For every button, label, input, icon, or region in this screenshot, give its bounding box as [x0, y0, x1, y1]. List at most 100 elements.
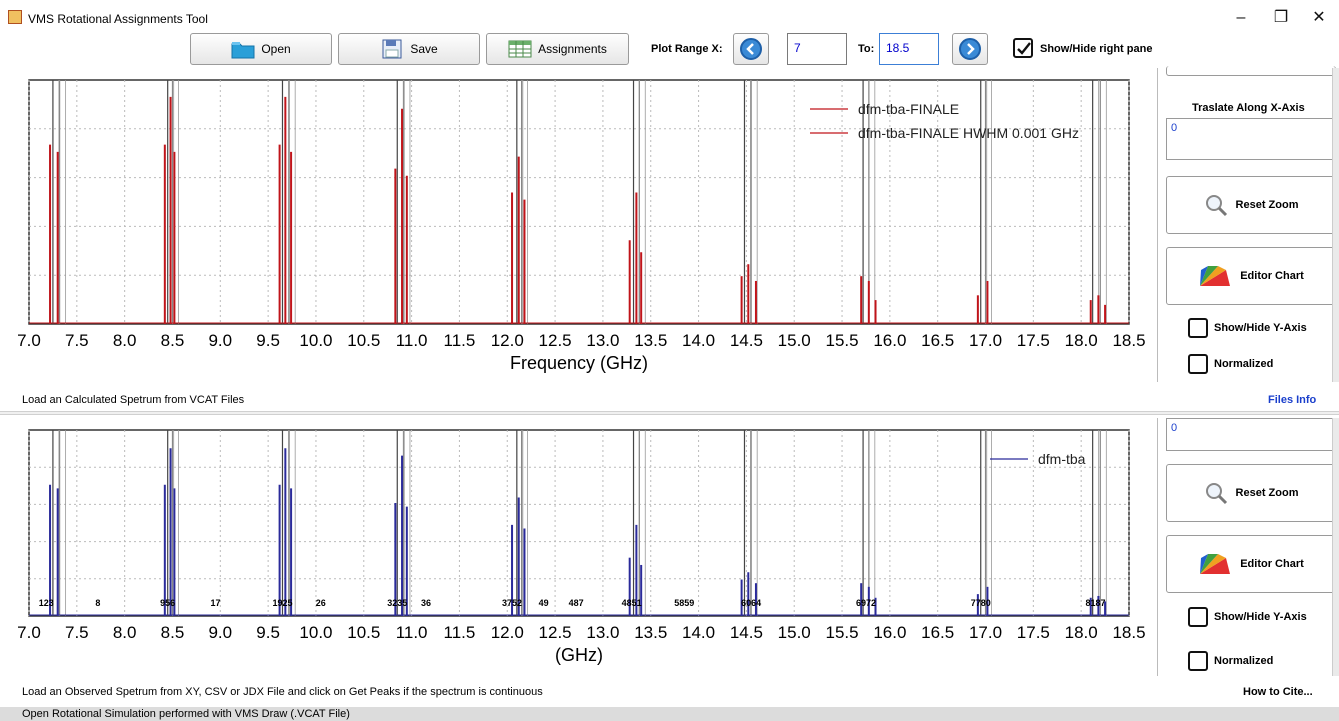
range-next-button[interactable] — [952, 33, 988, 65]
peak-number-label: 123 — [39, 598, 54, 608]
right-pane-top-scrollbar[interactable] — [1332, 68, 1339, 382]
x-tick-label: 14.0 — [682, 623, 715, 642]
show-y-axis-checkbox-top[interactable]: Show/Hide Y-Axis — [1188, 318, 1307, 338]
show-y-axis-label: Show/Hide Y-Axis — [1214, 611, 1307, 623]
right-pane-bottom: 0 Reset Zoom Editor Chart Show/Hide Y-Ax… — [1157, 418, 1337, 676]
x-tick-label: 7.0 — [17, 623, 41, 642]
how-to-cite-link[interactable]: How to Cite... — [1243, 686, 1313, 698]
peak-number-label: 8187 — [1086, 598, 1106, 608]
magnifier-icon — [1205, 483, 1227, 505]
right-pane-top: Traslate Along X-Axis 0 Reset Zoom Edito… — [1157, 66, 1337, 382]
peak-number-label: 17 — [211, 598, 221, 608]
x-tick-label: 12.5 — [539, 623, 572, 642]
x-tick-label: 17.0 — [969, 331, 1002, 350]
x-tick-label: 17.5 — [1017, 331, 1050, 350]
x-tick-label: 18.0 — [1065, 331, 1098, 350]
editor-chart-button-top[interactable]: Editor Chart — [1166, 247, 1336, 305]
peak-number-label: 36 — [421, 598, 431, 608]
save-button[interactable]: Save — [338, 33, 480, 65]
x-tick-label: 15.0 — [778, 331, 811, 350]
x-tick-label: 18.5 — [1112, 623, 1145, 642]
x-tick-label: 17.5 — [1017, 623, 1050, 642]
scrolled-card-top — [1166, 66, 1336, 76]
x-tick-label: 14.0 — [682, 331, 715, 350]
x-tick-label: 13.0 — [586, 623, 619, 642]
x-tick-label: 10.5 — [347, 331, 380, 350]
checkbox-box — [1188, 607, 1208, 627]
x-axis-label: Frequency (GHz) — [510, 353, 648, 373]
reset-zoom-button-bottom[interactable]: Reset Zoom — [1166, 464, 1336, 522]
normalized-checkbox-bottom[interactable]: Normalized — [1188, 651, 1273, 671]
x-tick-label: 15.0 — [778, 623, 811, 642]
range-prev-button[interactable] — [733, 33, 769, 65]
save-label: Save — [410, 42, 438, 56]
split-divider[interactable] — [0, 411, 1339, 415]
peak-number-label: 6972 — [856, 598, 876, 608]
legend-label: dfm-tba-FINALE — [858, 101, 959, 117]
peak-number-label: 956 — [160, 598, 175, 608]
peak-number-label: 7780 — [971, 598, 991, 608]
magnifier-icon — [1205, 195, 1227, 217]
color-fan-icon — [1200, 266, 1231, 286]
peak-number-label: 26 — [316, 598, 326, 608]
show-right-pane-checkbox[interactable] — [1013, 38, 1033, 58]
top-spectrum-chart[interactable]: 7.0 7.5 8.0 8.5 9.0 9.5 10.0 10.5 11.0 11.5 12.0 12… — [0, 68, 1155, 390]
plot-frame — [28, 79, 1130, 325]
x-axis-label: (GHz) — [555, 645, 603, 665]
x-tick-label: 11.0 — [396, 331, 428, 350]
x-tick-label: 9.5 — [256, 623, 280, 642]
peak-number-label: 4851 — [622, 598, 642, 608]
x-tick-label: 10.5 — [347, 623, 380, 642]
range-to-input[interactable]: 18.5 — [879, 33, 939, 65]
minimize-icon[interactable]: – — [1236, 9, 1246, 26]
x-tick-label: 14.5 — [730, 331, 763, 350]
restore-icon[interactable]: ❐ — [1273, 9, 1289, 26]
x-tick-label: 18.5 — [1112, 331, 1145, 350]
right-pane-bottom-scrollbar[interactable] — [1332, 418, 1339, 676]
to-label: To: — [858, 43, 875, 55]
checkmark-icon — [1017, 42, 1031, 55]
x-tick-label: 9.5 — [256, 331, 280, 350]
x-tick-label: 12.0 — [491, 331, 524, 350]
x-tick-label: 12.0 — [491, 623, 524, 642]
translate-x-input-bottom[interactable]: 0 — [1166, 418, 1336, 451]
close-icon[interactable]: ✕ — [1312, 9, 1326, 26]
bottom-spectrum-chart[interactable]: 7.0 7.5 8.0 8.5 9.0 9.5 10.0 10.5 11.0 11.5 12.0 12… — [0, 418, 1155, 680]
x-tick-label: 8.0 — [113, 623, 137, 642]
x-tick-label: 17.0 — [969, 623, 1002, 642]
normalized-label: Normalized — [1214, 358, 1274, 370]
table-grid-icon — [508, 40, 532, 58]
checkbox-box — [1188, 318, 1208, 338]
show-right-pane-label: Show/Hide right pane — [1040, 43, 1153, 55]
plot-frame — [28, 429, 1130, 617]
x-tick-label: 10.0 — [299, 331, 332, 350]
peak-number-label: 3752 — [502, 598, 522, 608]
x-tick-label: 11.5 — [444, 623, 476, 642]
translate-x-input[interactable]: 0 — [1166, 118, 1336, 160]
x-tick-label: 15.5 — [825, 623, 858, 642]
x-tick-label: 16.5 — [921, 623, 954, 642]
show-y-axis-checkbox-bottom[interactable]: Show/Hide Y-Axis — [1188, 607, 1307, 627]
x-tick-label: 8.5 — [161, 331, 185, 350]
range-from-input[interactable]: 7 — [787, 33, 847, 65]
open-button[interactable]: Open — [190, 33, 332, 65]
x-tick-label: 13.0 — [586, 331, 619, 350]
peak-number-label: 3235 — [387, 598, 407, 608]
x-tick-label: 8.5 — [161, 623, 185, 642]
x-tick-label: 16.0 — [873, 331, 906, 350]
bottom-status-text: Load an Observed Spetrum from XY, CSV or… — [22, 686, 543, 698]
x-tick-label: 7.5 — [65, 331, 89, 350]
files-info-link[interactable]: Files Info — [1268, 394, 1317, 406]
x-tick-label: 11.5 — [444, 331, 476, 350]
reset-zoom-button-top[interactable]: Reset Zoom — [1166, 176, 1336, 234]
editor-chart-button-bottom[interactable]: Editor Chart — [1166, 535, 1336, 593]
peak-number-label: 8 — [95, 598, 100, 608]
assignments-button[interactable]: Assignments — [486, 33, 629, 65]
floppy-disk-icon — [382, 39, 402, 59]
x-tick-label: 7.5 — [65, 623, 89, 642]
window-title: VMS Rotational Assignments Tool — [28, 12, 208, 26]
color-fan-icon — [1200, 554, 1231, 574]
normalized-checkbox-top[interactable]: Normalized — [1188, 354, 1273, 374]
editor-chart-label: Editor Chart — [1240, 558, 1304, 570]
